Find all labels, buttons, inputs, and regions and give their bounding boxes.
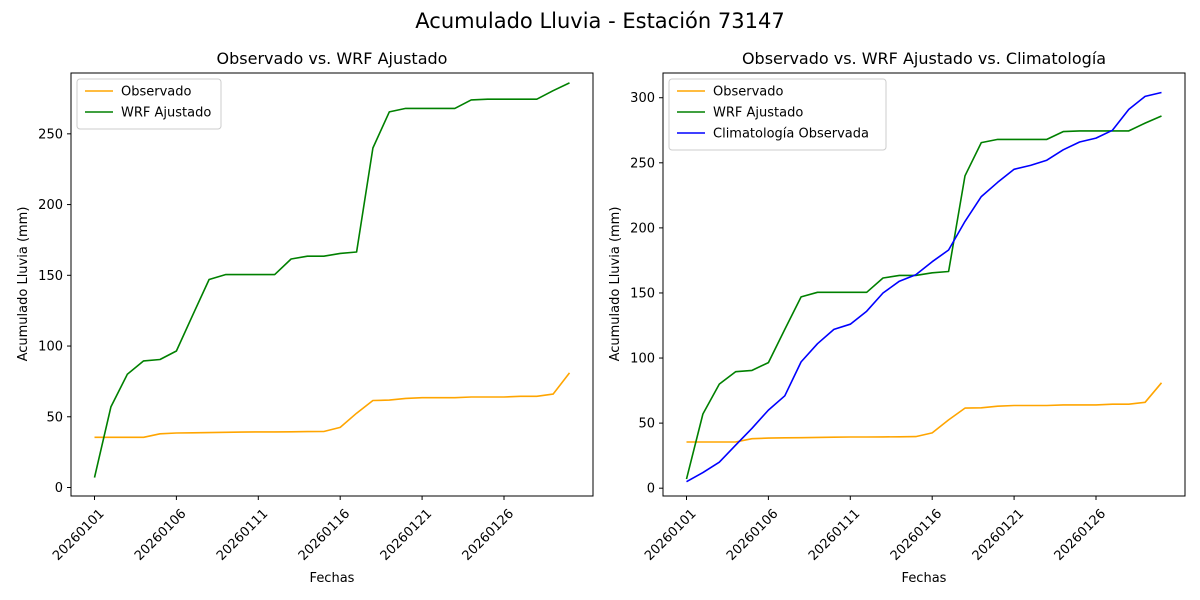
right-y-tick-label: 150 bbox=[630, 286, 655, 301]
right-y-tick-label: 200 bbox=[630, 221, 655, 236]
left-x-tick-label: 20260116 bbox=[296, 506, 353, 563]
right-series-line-wrf-ajustado bbox=[685, 115, 1162, 480]
right-x-tick-label: 20260106 bbox=[724, 506, 781, 563]
right-legend-label: WRF Ajustado bbox=[713, 106, 803, 121]
right-x-tick-label: 20260126 bbox=[1052, 506, 1109, 563]
left-x-tick-label: 20260106 bbox=[132, 506, 189, 563]
left-subplot-title: Observado vs. WRF Ajustado bbox=[217, 49, 448, 68]
left-y-tick-label: 0 bbox=[55, 481, 63, 496]
left-x-tick-label: 20260111 bbox=[214, 506, 271, 563]
right-y-tick-label: 100 bbox=[630, 352, 655, 367]
left-legend-label: Observado bbox=[121, 85, 192, 100]
left-y-tick-label: 100 bbox=[38, 340, 63, 355]
right-y-tick-label: 50 bbox=[638, 417, 655, 432]
right-x-tick-label: 20260121 bbox=[970, 506, 1027, 563]
right-y-tick-label: 250 bbox=[630, 156, 655, 171]
right-legend-label: Observado bbox=[713, 85, 784, 100]
left-x-tick-label: 20260101 bbox=[50, 506, 107, 563]
right-x-tick-label: 20260111 bbox=[806, 506, 863, 563]
left-subplot: Observado vs. WRF Ajustado Fechas Acumul… bbox=[16, 49, 594, 586]
left-axes-frame bbox=[70, 72, 594, 497]
left-y-axis-label: Acumulado Lluvia (mm) bbox=[16, 207, 31, 362]
right-series-line-climatologia-observada bbox=[686, 91, 1162, 483]
right-axes-frame bbox=[662, 72, 1186, 497]
left-legend-label: WRF Ajustado bbox=[121, 106, 211, 121]
right-series-line-observado bbox=[686, 382, 1163, 443]
left-y-tick-label: 250 bbox=[38, 127, 63, 142]
right-x-tick-label: 20260101 bbox=[642, 506, 699, 563]
right-x-axis-label: Fechas bbox=[902, 571, 947, 586]
left-y-tick-label: 200 bbox=[38, 198, 63, 213]
right-subplot-title: Observado vs. WRF Ajustado vs. Climatolo… bbox=[742, 49, 1106, 68]
right-x-tick-label: 20260116 bbox=[888, 506, 945, 563]
right-legend-label: Climatología Observada bbox=[713, 127, 869, 142]
left-x-axis-label: Fechas bbox=[310, 571, 355, 586]
left-y-tick-label: 50 bbox=[46, 410, 63, 425]
right-legend bbox=[668, 78, 887, 151]
figure-title: Acumulado Lluvia - Estación 73147 bbox=[415, 9, 784, 33]
left-x-tick-label: 20260121 bbox=[378, 506, 435, 563]
left-series-line-wrf-ajustado bbox=[93, 82, 570, 478]
right-subplot: Observado vs. WRF Ajustado vs. Climatolo… bbox=[608, 49, 1186, 586]
left-series-line-observado bbox=[94, 372, 571, 439]
right-y-tick-label: 0 bbox=[647, 482, 655, 497]
left-y-tick-label: 150 bbox=[38, 269, 63, 284]
right-y-tick-label: 300 bbox=[630, 91, 655, 106]
left-x-tick-label: 20260126 bbox=[460, 506, 517, 563]
right-y-axis-label: Acumulado Lluvia (mm) bbox=[608, 207, 623, 362]
